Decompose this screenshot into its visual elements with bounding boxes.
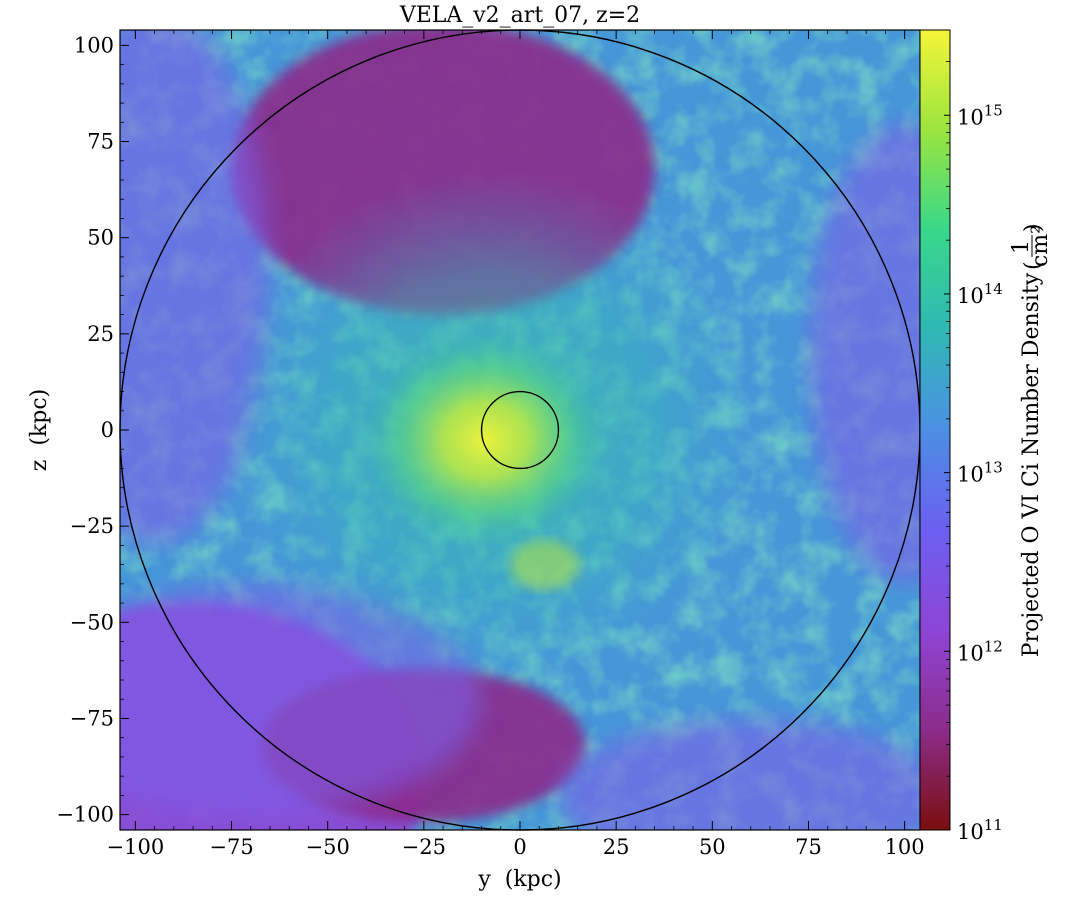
colorbar-axis: 1011 1012 1013 1014 1015 [944,29,1003,844]
core-tail [510,540,580,590]
x-tick-label: 0 [513,835,526,859]
density-map [120,30,920,830]
x-tick-label: 100 [885,835,925,859]
y-tick-label: 50 [87,226,114,250]
colorbar [919,29,951,831]
y-tick-label: −75 [70,706,114,730]
colorbar-unit-numerator: 1 [1009,240,1034,254]
colorbar-title: Projected O VI Ci Number Density ( 1 cm²… [1009,223,1053,657]
colorbar-unit-denominator: cm² [1028,225,1053,267]
y-tick-label: −50 [70,610,114,634]
edge-region-1 [808,122,920,584]
y-axis-label: z (kpc) [27,389,52,471]
x-tick-label: −50 [306,835,350,859]
y-tick-label: 0 [101,418,114,442]
x-tick-label: 75 [795,835,822,859]
y-tick-label: 75 [87,130,114,154]
colorbar-tick-label: 1012 [957,637,1003,665]
x-tick-label: 50 [699,835,726,859]
x-tick-label: −100 [107,835,165,859]
y-tick-label: −100 [56,803,114,827]
colorbar-tick-label: 1014 [957,280,1003,308]
edge-region-3 [558,718,920,830]
x-axis-label: y (kpc) [477,867,561,892]
x-tick-label: −75 [209,835,253,859]
y-tick-label: 25 [87,322,114,346]
colorbar-label: Projected O VI Ci Number Density [1019,272,1044,657]
colorbar-tick-label: 1015 [957,101,1003,129]
core-glow [365,335,605,545]
y-tick-label: 100 [74,33,114,57]
colorbar-tick-label: 1013 [957,459,1003,487]
y-tick-label: −25 [70,514,114,538]
chart-title: VELA_v2_art_07, z=2 [399,3,640,28]
x-tick-label: −25 [402,835,446,859]
colorbar-unit-paren-open: ( [1021,261,1046,270]
colorbar-unit-paren-close: ) [1021,223,1046,232]
x-axis: −100 −75 −50 −25 0 25 50 75 100 [107,30,925,859]
y-axis: −100 −75 −50 −25 0 25 50 75 100 [56,33,129,827]
circle-inner [480,390,560,470]
x-tick-label: 25 [603,835,630,859]
colorbar-tick-label: 1011 [957,816,1003,844]
